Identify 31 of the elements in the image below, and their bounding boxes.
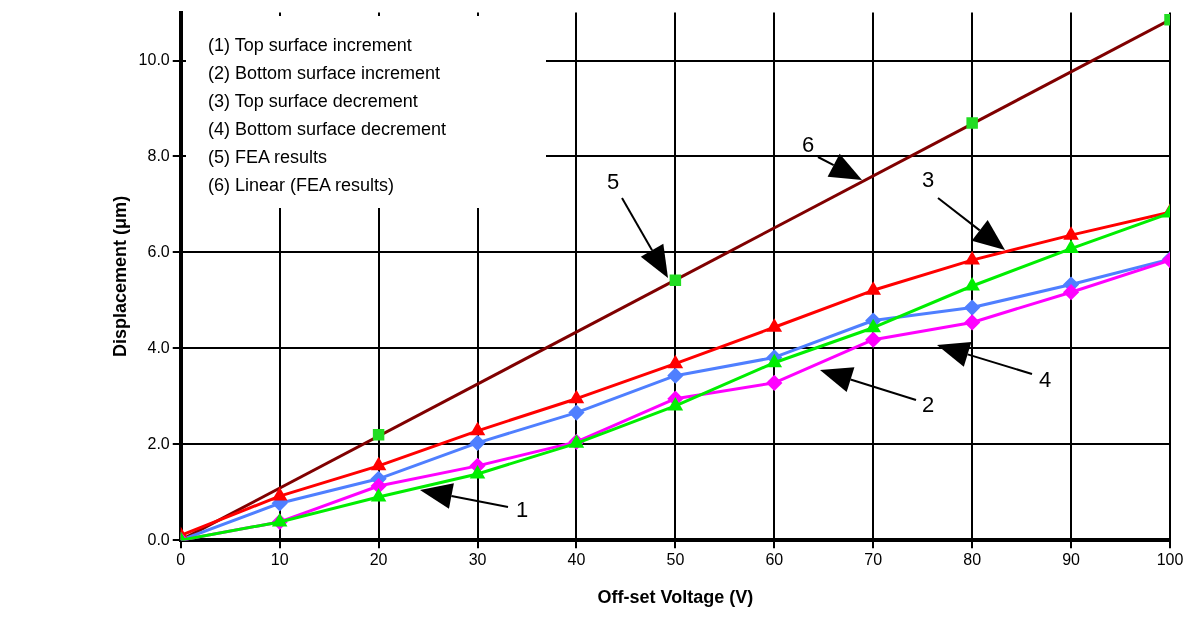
y-axis-title: Displacement (μm) (109, 195, 130, 357)
annotation: 4 (1038, 367, 1052, 392)
annotation: (5) FEA results (208, 146, 328, 168)
x-tick-label: 60 (765, 551, 784, 569)
x-axis-title: Off-set Voltage (V) (597, 587, 754, 608)
annotation: (1) Top surface increment (208, 34, 412, 56)
y-tick-label: 6.0 (147, 242, 170, 260)
x-tick-label: 50 (666, 551, 685, 569)
annotation: (2) Bottom surface increment (208, 62, 441, 84)
x-tick-label: 90 (1062, 551, 1081, 569)
annotation: 1 (515, 497, 529, 522)
x-tick-label: 10 (270, 551, 289, 569)
x-tick-label: 100 (1156, 551, 1184, 569)
y-tick-label: 10.0 (138, 50, 170, 68)
annotation: (6) Linear (FEA results) (208, 174, 395, 196)
annotation: (3) Top surface decrement (208, 90, 418, 112)
annotation: (4) Bottom surface decrement (208, 118, 447, 140)
x-tick-label: 0 (176, 551, 186, 569)
annotation: 6 (801, 132, 815, 157)
y-tick-label: 0.0 (147, 530, 170, 548)
annotation: 2 (921, 392, 935, 417)
x-tick-label: 30 (468, 551, 487, 569)
y-tick-label: 8.0 (147, 146, 170, 164)
y-tick-label: 2.0 (147, 434, 170, 452)
x-tick-label: 70 (864, 551, 883, 569)
x-tick-label: 20 (369, 551, 388, 569)
x-tick-label: 80 (963, 551, 982, 569)
x-tick-label: 40 (567, 551, 586, 569)
y-tick-label: 4.0 (147, 338, 170, 356)
annotation: 5 (606, 169, 620, 194)
annotation: 3 (921, 167, 935, 192)
